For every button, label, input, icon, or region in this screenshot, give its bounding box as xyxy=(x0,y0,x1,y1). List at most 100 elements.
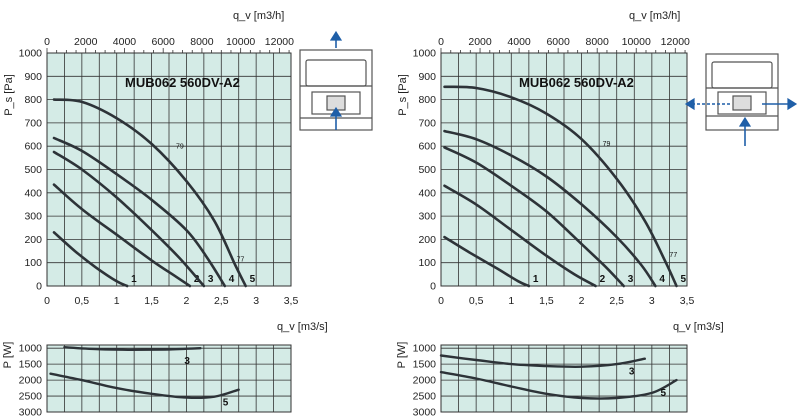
y-tick-label: 900 xyxy=(24,71,42,83)
y-tick-label: 300 xyxy=(418,211,436,223)
curve-label-1: 1 xyxy=(533,274,539,285)
y-tick-label: 200 xyxy=(418,234,436,246)
pressure-curve-2 xyxy=(443,184,597,288)
power-tick-label: 2000 xyxy=(413,375,437,387)
power-curve-label-5: 5 xyxy=(660,388,666,399)
y-tick-label: 600 xyxy=(418,141,436,153)
x-tick-label: 3,5 xyxy=(284,295,299,307)
y-tick-label: 0 xyxy=(36,281,42,293)
power-tick-label: 2000 xyxy=(19,375,43,387)
power-curve-5 xyxy=(439,370,678,400)
curve-label-3: 3 xyxy=(628,274,634,285)
power-axis-label: P [W] xyxy=(396,342,408,369)
x-tick-label: 2 xyxy=(579,295,585,307)
x-tick-label: 0 xyxy=(438,295,444,307)
power-tick-label: 1000 xyxy=(19,343,43,355)
pressure-curve-3 xyxy=(52,150,206,288)
x2-tick-label: 4000 xyxy=(113,36,137,48)
installation-diagram-upward-icon xyxy=(299,30,373,131)
x2-tick-label: 10000 xyxy=(622,36,651,48)
chart-title-right: MUB062 560DV-A2 xyxy=(519,75,634,90)
x2-axis-label: q_v [m3/h] xyxy=(629,10,680,22)
y-tick-label: 100 xyxy=(418,257,436,269)
power-tick-label: 1500 xyxy=(413,359,437,371)
x2-tick-label: 10000 xyxy=(226,36,255,48)
curve-label-4: 4 xyxy=(659,274,665,285)
x2-tick-label: 2000 xyxy=(74,36,98,48)
sound-level-annotation: 77 xyxy=(669,252,677,259)
y-tick-label: 500 xyxy=(418,164,436,176)
x-axis-label: q_v [m3/s] xyxy=(277,321,328,333)
x-tick-label: 0,5 xyxy=(469,295,484,307)
x-axis-label: q_v [m3/s] xyxy=(673,321,724,333)
power-curve-5 xyxy=(49,372,240,400)
x2-tick-label: 2000 xyxy=(468,36,492,48)
pressure-curves-right: 1 2 3 4 5 79 77 xyxy=(443,85,686,288)
power-curve-label-3: 3 xyxy=(184,356,190,367)
x-tick-label: 1 xyxy=(508,295,514,307)
curve-label-1: 1 xyxy=(131,274,137,285)
x-tick-label: 3 xyxy=(253,295,259,307)
y-axis-label: P_s [Pa] xyxy=(397,74,409,116)
installation-diagram-sideways-icon xyxy=(684,53,798,146)
y-tick-label: 800 xyxy=(24,94,42,106)
y-axis-label: P_s [Pa] xyxy=(3,74,15,116)
y-tick-label: 0 xyxy=(430,281,436,293)
pressure-curve-4 xyxy=(443,129,657,288)
sound-level-annotation: 77 xyxy=(237,257,245,264)
power-curve-3 xyxy=(439,354,646,368)
power-tick-label: 1500 xyxy=(19,359,43,371)
x2-tick-label: 12000 xyxy=(661,36,690,48)
pressure-curve-1 xyxy=(52,231,129,288)
y-tick-label: 600 xyxy=(24,141,42,153)
x2-tick-label: 8000 xyxy=(190,36,214,48)
pressure-curve-2 xyxy=(52,183,192,288)
pressure-curve-3 xyxy=(443,146,625,288)
power-axis-label: P [W] xyxy=(2,342,14,369)
y-tick-label: 900 xyxy=(418,71,436,83)
x-tick-label: 1,5 xyxy=(539,295,554,307)
power-tick-label: 3000 xyxy=(19,407,43,416)
curve-label-5: 5 xyxy=(680,274,686,285)
power-curves-left: 35 xyxy=(49,346,240,409)
power-tick-label: 1000 xyxy=(413,343,437,355)
x2-tick-label: 0 xyxy=(438,36,444,48)
y-tick-label: 700 xyxy=(24,117,42,129)
pressure-curve-5 xyxy=(52,98,247,288)
y-tick-label: 1000 xyxy=(19,48,43,60)
x2-tick-label: 6000 xyxy=(546,36,570,48)
y-tick-label: 1000 xyxy=(413,48,437,60)
x-tick-label: 1,5 xyxy=(144,295,159,307)
chart-title-left: MUB062 560DV-A2 xyxy=(125,75,240,90)
power-curve-label-3: 3 xyxy=(629,367,635,378)
x-tick-label: 3,5 xyxy=(680,295,695,307)
power-tick-label: 3000 xyxy=(413,407,437,416)
y-tick-label: 300 xyxy=(24,211,42,223)
x-tick-label: 0 xyxy=(44,295,50,307)
curve-label-3: 3 xyxy=(208,274,214,285)
x2-tick-label: 0 xyxy=(44,36,50,48)
grid-left xyxy=(46,48,292,413)
pressure-curve-1 xyxy=(443,235,531,288)
power-tick-label: 2500 xyxy=(19,391,43,403)
sound-level-annotation: 79 xyxy=(176,144,184,151)
y-tick-label: 100 xyxy=(24,257,42,269)
x-tick-label: 0,5 xyxy=(75,295,90,307)
x-tick-label: 3 xyxy=(649,295,655,307)
pressure-curve-5 xyxy=(443,85,678,288)
power-tick-label: 2500 xyxy=(413,391,437,403)
x-tick-label: 2,5 xyxy=(214,295,229,307)
y-tick-label: 500 xyxy=(24,164,42,176)
power-curves-right: 35 xyxy=(439,354,678,400)
x2-axis-label: q_v [m3/h] xyxy=(233,10,284,22)
curve-label-2: 2 xyxy=(600,274,606,285)
y-tick-label: 700 xyxy=(418,117,436,129)
power-curve-3 xyxy=(63,346,202,352)
curve-label-5: 5 xyxy=(250,274,256,285)
